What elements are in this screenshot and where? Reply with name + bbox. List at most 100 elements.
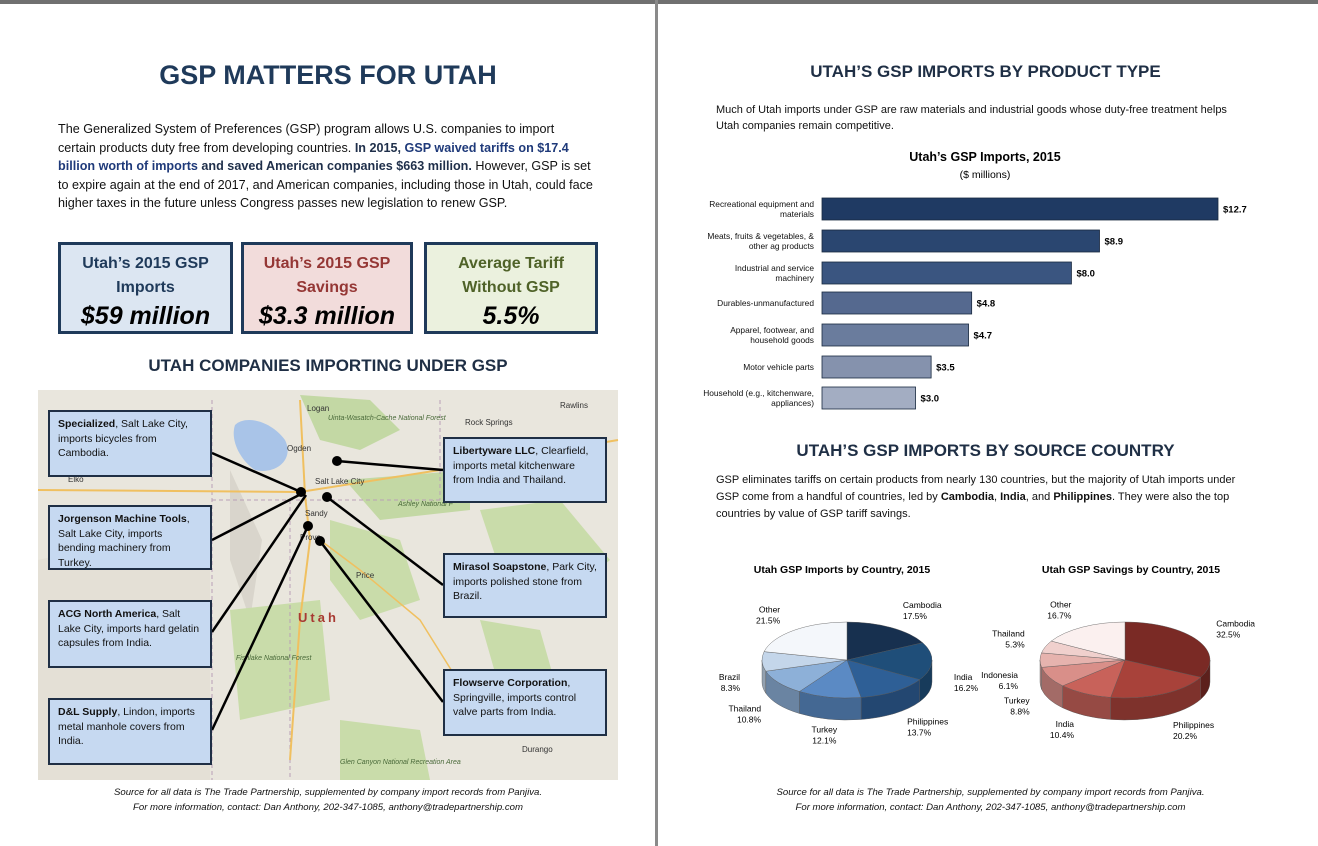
pie-label: Brazil bbox=[719, 672, 740, 682]
stat-label: Utah’s 2015 GSP Imports bbox=[82, 255, 209, 296]
callout: ACG North America, Salt Lake City, impor… bbox=[48, 600, 212, 668]
callout-line bbox=[319, 540, 444, 703]
callout: Libertyware LLC, Clearfield, imports met… bbox=[443, 437, 607, 503]
pie-value-label: 16.2% bbox=[954, 683, 979, 693]
text-run: In 2015, bbox=[354, 140, 405, 155]
callout-line bbox=[210, 525, 310, 731]
company-text: , Lindon, imports metal manhole covers f… bbox=[58, 706, 195, 747]
bar bbox=[821, 197, 1219, 221]
callout-line bbox=[211, 451, 302, 494]
map-label: Uinta-Wasatch-Cache National Forest bbox=[328, 415, 447, 422]
text-run: and saved American companies $663 millio… bbox=[197, 159, 472, 173]
value-label: $4.7 bbox=[974, 331, 993, 342]
company-text: , Salt Lake City, imports bending machin… bbox=[58, 513, 190, 569]
pie-label: Cambodia bbox=[903, 600, 942, 610]
callout: Flowserve Corporation, Springville, impo… bbox=[443, 669, 607, 736]
callout-line bbox=[326, 496, 444, 586]
location-dot bbox=[322, 492, 332, 502]
source-line: Source for all data is The Trade Partner… bbox=[113, 787, 542, 798]
pie-slice bbox=[763, 621, 848, 661]
pie-label: Turkey bbox=[812, 725, 838, 735]
stat-value: 5.5% bbox=[482, 302, 540, 330]
pie-label: Philippines bbox=[907, 716, 948, 726]
location-dot bbox=[315, 536, 325, 546]
stat-box: Utah’s 2015 GSP Savings $3.3 million bbox=[241, 242, 413, 334]
pie-value-label: 6.1% bbox=[999, 681, 1019, 691]
stat-label: Average Tariff Without GSP bbox=[458, 255, 564, 296]
value-label: $12.7 bbox=[1223, 205, 1247, 216]
category-label: Durables-unmanufactured bbox=[717, 297, 814, 308]
pie-label: Turkey bbox=[1004, 695, 1030, 705]
map-label: Elko bbox=[68, 475, 84, 484]
map-label: Logan bbox=[307, 404, 329, 413]
value-label: $3.5 bbox=[936, 363, 955, 374]
callout-line bbox=[211, 491, 304, 542]
map-label: Rock Springs bbox=[465, 418, 513, 427]
text-run: India bbox=[1000, 491, 1026, 503]
section-heading: UTAH COMPANIES IMPORTING UNDER GSP bbox=[148, 356, 508, 375]
page-title: GSP MATTERS FOR UTAH bbox=[159, 60, 497, 90]
pie-label: Indonesia bbox=[981, 670, 1018, 680]
pie-value-label: 10.8% bbox=[737, 714, 762, 724]
chart-title: Utah’s GSP Imports, 2015 bbox=[909, 150, 1060, 164]
map-label: Ashley National F bbox=[397, 501, 454, 508]
map-label: Provo bbox=[300, 533, 321, 542]
map-label: Utah bbox=[298, 610, 339, 625]
pie-slice bbox=[1124, 621, 1211, 678]
map-label: Fishlake National Forest bbox=[236, 655, 313, 662]
stat-value: $3.3 million bbox=[258, 302, 396, 330]
pie-value-label: 12.1% bbox=[812, 736, 837, 746]
company-name: ACG North America bbox=[58, 608, 157, 620]
text-run: GSP waived tariffs on $17.4 billion wort… bbox=[58, 140, 569, 174]
pie-slice bbox=[846, 642, 933, 680]
company-text: , Park City, imports polished stone from… bbox=[453, 561, 597, 602]
map-label: Ogden bbox=[287, 444, 311, 453]
text-run: Philippines bbox=[1053, 491, 1113, 503]
section-heading: UTAH’S GSP IMPORTS BY PRODUCT TYPE bbox=[810, 62, 1161, 81]
callout-line bbox=[336, 459, 444, 472]
bar bbox=[821, 291, 973, 315]
map-label: Price bbox=[356, 571, 375, 580]
pie-value-label: 10.4% bbox=[1050, 730, 1075, 740]
callout: Specialized, Salt Lake City, imports bic… bbox=[48, 410, 212, 477]
map-label: Durango bbox=[522, 745, 553, 754]
pie-value-label: 21.5% bbox=[756, 615, 781, 625]
stat-box: Average Tariff Without GSP 5.5% bbox=[424, 242, 598, 334]
chart-title: Utah GSP Imports by Country, 2015 bbox=[754, 564, 931, 576]
pie-slice bbox=[799, 659, 862, 699]
bar bbox=[821, 261, 1072, 285]
bar bbox=[821, 323, 969, 347]
pie-label: Thailand bbox=[728, 703, 761, 713]
company-text: , Salt Lake City, imports hard gelatin c… bbox=[58, 608, 200, 649]
section-paragraph: GSP eliminates tariffs on certain produc… bbox=[716, 472, 1256, 523]
source-note: Source for all data is The Trade Partner… bbox=[0, 785, 656, 815]
pie-label: India bbox=[954, 672, 973, 682]
stat-box: Utah’s 2015 GSP Imports $59 million bbox=[58, 242, 233, 334]
top-border bbox=[0, 0, 1318, 4]
category-label: Motor vehicle parts bbox=[743, 361, 814, 372]
stat-label: Utah’s 2015 GSP Savings bbox=[263, 255, 391, 296]
pie-value-label: 8.3% bbox=[721, 683, 741, 693]
pie-slice bbox=[846, 621, 924, 661]
company-name: Specialized bbox=[58, 418, 116, 430]
location-dot bbox=[332, 456, 342, 466]
pie-label: Cambodia bbox=[1216, 619, 1255, 629]
pie-slice bbox=[1050, 621, 1126, 661]
category-label: Recreational equipment and materials bbox=[709, 198, 814, 220]
chart-subtitle: ($ millions) bbox=[960, 169, 1011, 181]
bar bbox=[821, 355, 932, 379]
pie-label: Thailand bbox=[992, 629, 1025, 639]
intro-paragraph: The Generalized System of Preferences (G… bbox=[58, 120, 594, 213]
callout-line bbox=[210, 494, 308, 633]
value-label: $8.9 bbox=[1105, 237, 1124, 248]
pie-slice bbox=[1110, 659, 1202, 699]
pie-value-label: 17.5% bbox=[903, 611, 928, 621]
value-label: $4.8 bbox=[977, 299, 996, 310]
pie-label: India bbox=[1056, 719, 1075, 729]
company-text: , Salt Lake City, imports bicycles from … bbox=[58, 418, 188, 459]
map-label: Sandy bbox=[305, 509, 328, 518]
bar bbox=[821, 229, 1100, 253]
page-divider bbox=[655, 0, 658, 846]
source-note: Source for all data is The Trade Partner… bbox=[658, 785, 1318, 815]
